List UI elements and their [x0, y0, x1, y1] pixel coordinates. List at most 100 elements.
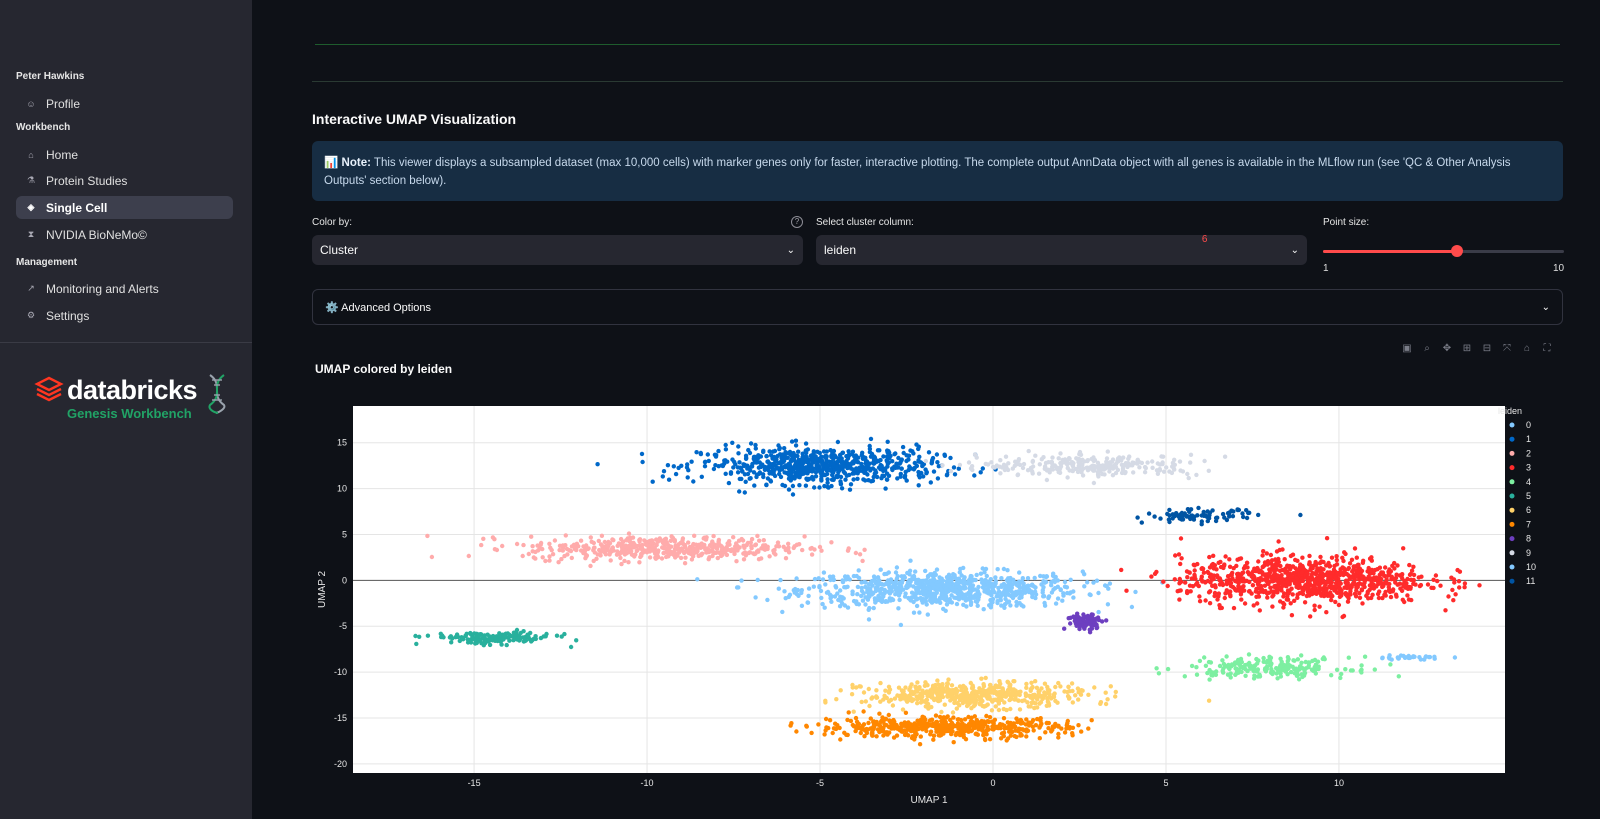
scatter-point	[662, 540, 667, 546]
scatter-point	[1269, 589, 1274, 594]
scatter-point	[845, 574, 850, 579]
scatter-point	[526, 551, 531, 557]
scatter-point	[1076, 456, 1082, 462]
scatter-point	[995, 600, 1000, 606]
scatter-point	[1337, 586, 1343, 591]
legend-label[interactable]: 7	[1526, 519, 1531, 529]
scatter-point	[746, 447, 751, 453]
scatter-point	[1103, 701, 1109, 707]
scatter-point	[660, 474, 665, 479]
scatter-point	[1068, 577, 1073, 582]
scatter-point	[1313, 562, 1319, 567]
scatter-point	[1359, 667, 1364, 672]
autoscale-icon[interactable]: ⤧	[1503, 343, 1511, 354]
advanced-options-expander[interactable]: ⚙️ Advanced Options ⌄	[312, 289, 1563, 325]
legend-label[interactable]: 1	[1526, 434, 1531, 444]
legend-label[interactable]: 3	[1526, 463, 1531, 473]
scatter-point	[874, 695, 880, 700]
sidebar-item-single-cell[interactable]: ◈ Single Cell	[16, 196, 233, 219]
scatter-point	[640, 459, 645, 465]
scatter-point	[838, 588, 843, 593]
scatter-point	[984, 732, 989, 737]
scatter-point	[698, 451, 704, 457]
legend-marker[interactable]	[1509, 507, 1515, 513]
scatter-point	[951, 465, 957, 470]
scatter-point	[827, 467, 832, 472]
camera-icon[interactable]: ▣	[1402, 343, 1412, 354]
scatter-point	[624, 538, 629, 543]
scatter-point	[1205, 670, 1210, 676]
scatter-point	[804, 454, 809, 459]
legend-marker[interactable]	[1509, 422, 1515, 428]
slider-thumb[interactable]	[1450, 245, 1463, 257]
sidebar-item-protein-studies[interactable]: ⚗ Protein Studies	[16, 169, 233, 192]
sidebar-item-home[interactable]: ⌂ Home	[16, 143, 233, 166]
scatter-point	[1088, 592, 1093, 598]
sidebar-item-profile[interactable]: ☺ Profile	[16, 92, 233, 115]
help-icon[interactable]: ?	[791, 216, 803, 228]
legend-marker[interactable]	[1509, 436, 1515, 442]
scatter-point	[1260, 553, 1265, 558]
legend-marker[interactable]	[1509, 479, 1515, 485]
legend-marker[interactable]	[1509, 465, 1515, 471]
scatter-point	[479, 641, 484, 646]
scatter-point	[877, 723, 883, 728]
scatter-point	[1359, 663, 1364, 668]
scatter-point	[902, 732, 908, 738]
scatter-point	[817, 450, 822, 456]
legend-label[interactable]: 8	[1526, 534, 1531, 544]
sidebar-item-monitoring[interactable]: ↗ Monitoring and Alerts	[16, 277, 233, 300]
scatter-point	[919, 696, 924, 701]
scatter-point	[868, 581, 874, 586]
sidebar-item-settings[interactable]: ⚙ Settings	[16, 304, 233, 327]
scatter-point	[1104, 456, 1110, 461]
scatter-point	[1035, 716, 1040, 722]
legend-label[interactable]: 2	[1526, 448, 1531, 458]
scatter-point	[671, 464, 676, 469]
color-by-select[interactable]: Cluster ⌄	[312, 235, 803, 265]
cluster-column-value: leiden	[824, 243, 857, 257]
scatter-point	[893, 588, 899, 593]
sidebar-item-bionemo[interactable]: ⧗ NVIDIA BioNeMo©	[16, 223, 233, 246]
legend-label[interactable]: 5	[1526, 491, 1531, 501]
scatter-point	[1327, 564, 1332, 569]
scatter-point	[786, 541, 791, 546]
scatter-point	[1245, 570, 1251, 575]
scatter-point	[1028, 465, 1034, 471]
scatter-point	[1371, 571, 1376, 576]
legend-marker[interactable]	[1509, 536, 1515, 542]
legend-marker[interactable]	[1509, 564, 1515, 570]
legend-label[interactable]: 10	[1526, 562, 1536, 572]
scatter-point	[1038, 716, 1043, 721]
scatter-point	[917, 610, 922, 615]
legend-label[interactable]: 0	[1526, 420, 1531, 430]
point-size-slider[interactable]	[1323, 245, 1564, 257]
cluster-column-select[interactable]: leiden ⌄	[816, 235, 1307, 265]
zoom-in-icon[interactable]: ⊞	[1462, 343, 1472, 354]
legend-label[interactable]: 9	[1526, 548, 1531, 558]
legend-marker[interactable]	[1509, 493, 1515, 499]
scatter-point	[1243, 673, 1248, 678]
scatter-point	[1091, 580, 1096, 585]
pan-icon[interactable]: ✥	[1442, 343, 1452, 354]
legend-marker[interactable]	[1509, 550, 1515, 556]
zoom-out-icon[interactable]: ⊟	[1482, 343, 1492, 354]
home-icon[interactable]: ⌂	[1523, 343, 1531, 354]
scatter-point	[950, 729, 955, 734]
scatter-point	[753, 446, 758, 451]
legend-label[interactable]: 11	[1526, 576, 1535, 586]
scatter-point	[882, 717, 888, 722]
scatter-point	[930, 695, 935, 700]
scatter-point	[1097, 463, 1102, 469]
scatter-point	[716, 448, 721, 454]
zoom-icon[interactable]: ⌕	[1424, 343, 1430, 354]
scatter-point	[599, 533, 605, 538]
legend-marker[interactable]	[1509, 521, 1515, 527]
scatter-point	[1183, 580, 1188, 585]
legend-marker[interactable]	[1509, 450, 1515, 456]
fullscreen-icon[interactable]: ⛶	[1543, 343, 1551, 354]
legend-label[interactable]: 4	[1526, 477, 1531, 487]
legend-label[interactable]: 6	[1526, 505, 1531, 515]
legend-marker[interactable]	[1509, 578, 1515, 584]
